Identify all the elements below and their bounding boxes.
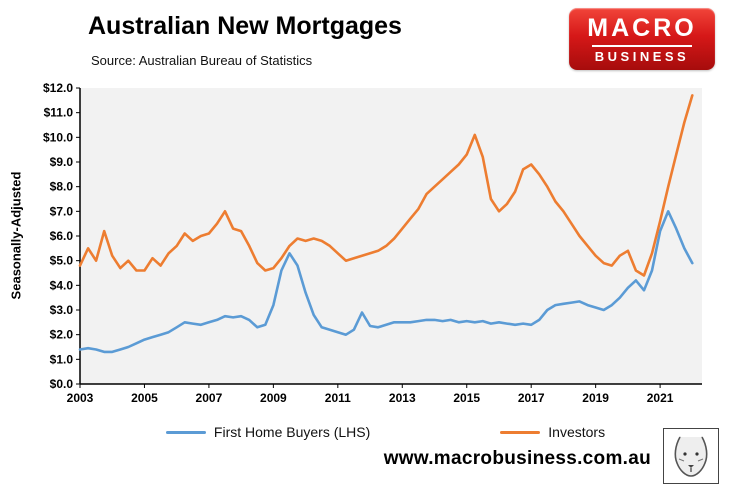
website-url: www.macrobusiness.com.au (383, 448, 651, 469)
wolf-icon (674, 436, 708, 477)
x-tick-label: 2011 (325, 391, 351, 405)
y-tick-label: $10.0 (43, 130, 73, 144)
x-tick-label: 2005 (131, 391, 158, 405)
page-title: Australian New Mortgages (88, 12, 402, 40)
y-tick-label: $8.0 (50, 180, 74, 194)
series-line-investors (78, 94, 694, 277)
logo-business-text: BUSINESS (594, 48, 690, 64)
chart-legend: First Home Buyers (LHS) Investors (60, 424, 711, 440)
series-line-first-home-buyers-lhs- (78, 210, 694, 354)
x-tick-label: 2003 (67, 391, 94, 405)
x-tick-label: 2019 (582, 391, 609, 405)
logo-divider (592, 44, 692, 47)
y-tick-label: $6.0 (50, 229, 74, 243)
macrobusiness-logo: MACRO BUSINESS (569, 8, 715, 70)
y-tick-label: $7.0 (50, 204, 74, 218)
y-tick-label: $9.0 (50, 155, 74, 169)
y-tick-label: $4.0 (50, 278, 74, 292)
y-tick-label: $3.0 (50, 303, 74, 317)
first-home-buyers-line-icon (165, 430, 206, 434)
y-tick-label: $11.0 (44, 106, 74, 120)
chart-source: Source: Australian Bureau of Statistics (91, 53, 313, 68)
logo-macro-text: MACRO (587, 13, 697, 42)
plot-area (80, 88, 702, 384)
investors-line-icon (500, 430, 541, 434)
legend-item-investors: Investors (500, 424, 605, 440)
y-tick-label: $12.0 (43, 81, 73, 95)
y-tick-label: $2.0 (50, 328, 74, 342)
x-tick-label: 2015 (453, 391, 480, 405)
legend-item-first-home-buyers: First Home Buyers (LHS) (165, 424, 371, 440)
x-tick-label: 2013 (389, 391, 416, 405)
y-tick-label: $5.0 (50, 254, 74, 268)
y-tick-label: $0.0 (50, 377, 74, 391)
wolf-logo (663, 428, 719, 484)
x-tick-label: 2021 (647, 391, 674, 405)
legend-label: First Home Buyers (LHS) (213, 424, 371, 440)
x-tick-label: 2017 (518, 391, 545, 405)
x-tick-label: 2007 (196, 391, 223, 405)
y-tick-label: $1.0 (50, 352, 74, 366)
x-tick-label: 2009 (260, 391, 287, 405)
legend-label: Investors (548, 424, 606, 440)
